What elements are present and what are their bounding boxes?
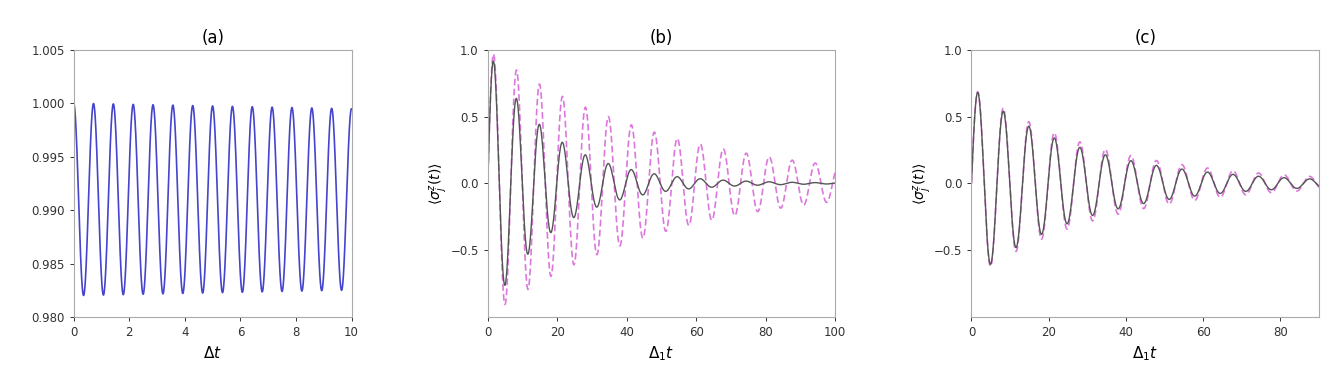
Y-axis label: $\langle \sigma_j^z(t) \rangle$: $\langle \sigma_j^z(t) \rangle$ bbox=[427, 162, 449, 205]
X-axis label: $\Delta_1 t$: $\Delta_1 t$ bbox=[648, 345, 675, 363]
X-axis label: $\Delta_1 t$: $\Delta_1 t$ bbox=[1131, 345, 1158, 363]
Title: (a): (a) bbox=[201, 29, 224, 47]
X-axis label: $\Delta t$: $\Delta t$ bbox=[204, 345, 222, 361]
Title: (b): (b) bbox=[649, 29, 674, 47]
Title: (c): (c) bbox=[1134, 29, 1156, 47]
Y-axis label: $\langle \sigma_j^z(t) \rangle$: $\langle \sigma_j^z(t) \rangle$ bbox=[911, 162, 933, 205]
